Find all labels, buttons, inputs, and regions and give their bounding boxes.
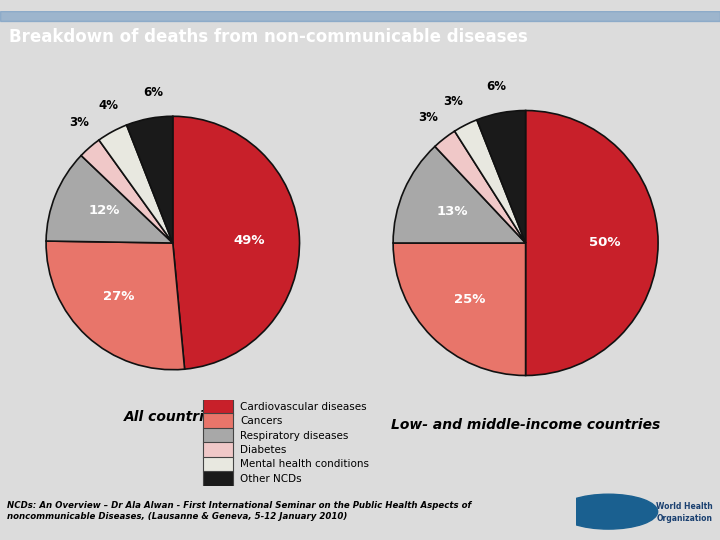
Text: 50%: 50% xyxy=(590,237,621,249)
Text: 3%: 3% xyxy=(444,95,464,108)
Text: 27%: 27% xyxy=(104,291,135,303)
Bar xyxy=(203,471,233,487)
Text: 49%: 49% xyxy=(233,234,264,247)
Text: Diabetes: Diabetes xyxy=(240,445,287,455)
Wedge shape xyxy=(393,146,526,243)
Text: World Health: World Health xyxy=(657,502,713,511)
Text: Low- and middle-income countries: Low- and middle-income countries xyxy=(391,418,660,432)
Text: Organization: Organization xyxy=(657,514,712,523)
Text: 3%: 3% xyxy=(70,116,89,130)
Text: 3%: 3% xyxy=(418,111,438,124)
Text: 13%: 13% xyxy=(437,205,469,218)
Text: 4%: 4% xyxy=(98,99,118,112)
Bar xyxy=(203,442,233,458)
Text: Other NCDs: Other NCDs xyxy=(240,474,302,484)
Text: 6%: 6% xyxy=(486,80,506,93)
Wedge shape xyxy=(81,140,173,243)
Bar xyxy=(203,457,233,472)
Text: Breakdown of deaths from non-communicable diseases: Breakdown of deaths from non-communicabl… xyxy=(9,29,527,46)
Text: All countries: All countries xyxy=(124,410,222,424)
Text: NCDs: An Overview – Dr Ala Alwan - First International Seminar on the Public Hea: NCDs: An Overview – Dr Ala Alwan - First… xyxy=(7,501,472,521)
Wedge shape xyxy=(46,241,184,370)
Circle shape xyxy=(559,494,657,529)
Text: Mental health conditions: Mental health conditions xyxy=(240,460,369,469)
Bar xyxy=(203,399,233,415)
Text: 12%: 12% xyxy=(89,204,120,217)
Text: Cancers: Cancers xyxy=(240,416,282,426)
Bar xyxy=(0,11,720,21)
Text: Cardiovascular diseases: Cardiovascular diseases xyxy=(240,402,366,412)
Wedge shape xyxy=(477,111,526,243)
Wedge shape xyxy=(393,243,526,375)
Bar xyxy=(203,428,233,443)
Text: 25%: 25% xyxy=(454,293,485,306)
Wedge shape xyxy=(435,131,526,243)
Wedge shape xyxy=(526,111,658,375)
Wedge shape xyxy=(46,156,173,243)
Wedge shape xyxy=(173,116,300,369)
Text: Respiratory diseases: Respiratory diseases xyxy=(240,430,348,441)
Bar xyxy=(203,414,233,429)
Wedge shape xyxy=(454,120,526,243)
Wedge shape xyxy=(99,125,173,243)
Text: 6%: 6% xyxy=(144,86,163,99)
Wedge shape xyxy=(127,116,173,243)
